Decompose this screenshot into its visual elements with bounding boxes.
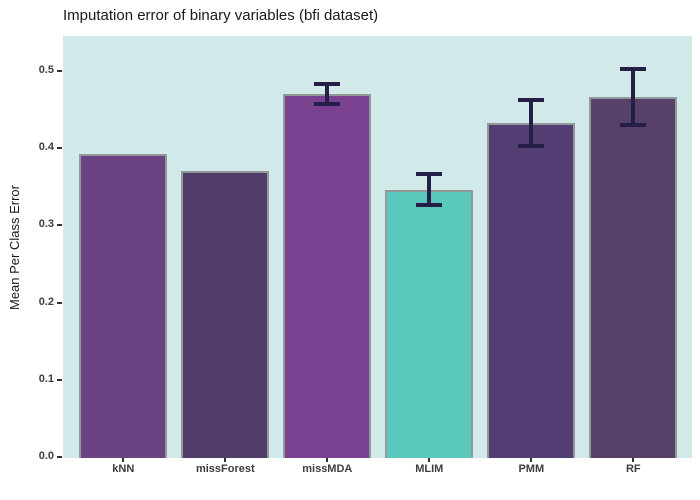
x-tick-label-RF: RF — [625, 463, 641, 475]
x-tick-missForest — [224, 458, 227, 462]
y-tick-label-0.2: 0.2 — [38, 295, 54, 308]
x-tick-label-missMDA: missMDA — [302, 463, 353, 475]
error-bar-lower-cap-PMM — [518, 143, 545, 148]
bar-RF — [589, 97, 678, 458]
chart-title: Imputation error of binary variables (bf… — [63, 7, 379, 24]
error-bar-lower-cap-RF — [620, 123, 647, 128]
bar-kNN — [79, 153, 168, 458]
y-tick-label-0.4: 0.4 — [38, 141, 54, 154]
x-tick-missMDA — [326, 458, 329, 462]
x-tick-label-kNN: kNN — [112, 463, 135, 475]
y-tick-label-0.0: 0.0 — [38, 450, 54, 462]
error-bar-lower-cap-MLIM — [416, 203, 443, 208]
plot-panel — [63, 36, 692, 458]
y-tick-0.1 — [57, 378, 62, 381]
y-tick-0.3 — [57, 224, 62, 227]
y-tick-label-0.3: 0.3 — [38, 218, 54, 231]
y-axis-title: Mean Per Class Error — [7, 185, 22, 310]
error-bar-lower-cap-missMDA — [314, 102, 341, 107]
bar-missMDA — [283, 94, 372, 458]
y-tick-0.4 — [57, 147, 62, 150]
error-bar-upper-cap-missMDA — [314, 82, 341, 87]
bar-PMM — [487, 122, 576, 458]
x-tick-label-PMM: PMM — [518, 463, 545, 475]
y-tick-0.0 — [57, 456, 62, 458]
y-tick-0.5 — [57, 70, 62, 72]
x-tick-RF — [632, 458, 635, 462]
x-tick-label-MLIM: MLIM — [415, 463, 444, 475]
error-bar-upper-cap-PMM — [518, 98, 545, 103]
error-bar-upper-cap-RF — [620, 66, 647, 71]
error-bar-PMM — [529, 100, 534, 146]
x-tick-PMM — [530, 458, 533, 462]
bar-missForest — [181, 171, 270, 458]
y-tick-0.2 — [57, 301, 62, 304]
error-bar-RF — [631, 68, 636, 126]
x-tick-kNN — [122, 458, 125, 462]
error-bar-missMDA — [325, 84, 330, 105]
error-bar-MLIM — [427, 173, 432, 206]
x-tick-MLIM — [428, 458, 431, 462]
y-tick-label-0.5: 0.5 — [38, 64, 54, 76]
bar-MLIM — [385, 189, 474, 458]
x-tick-label-missForest: missForest — [195, 463, 255, 475]
error-bar-upper-cap-MLIM — [416, 171, 443, 176]
y-tick-label-0.1: 0.1 — [38, 372, 54, 385]
